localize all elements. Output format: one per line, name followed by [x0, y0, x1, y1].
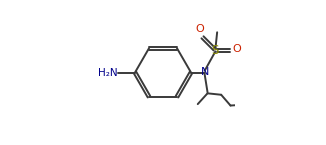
Text: N: N: [200, 67, 209, 77]
Text: O: O: [232, 44, 241, 54]
Text: O: O: [196, 24, 204, 34]
Text: H₂N: H₂N: [98, 68, 117, 77]
Text: S: S: [212, 44, 219, 57]
